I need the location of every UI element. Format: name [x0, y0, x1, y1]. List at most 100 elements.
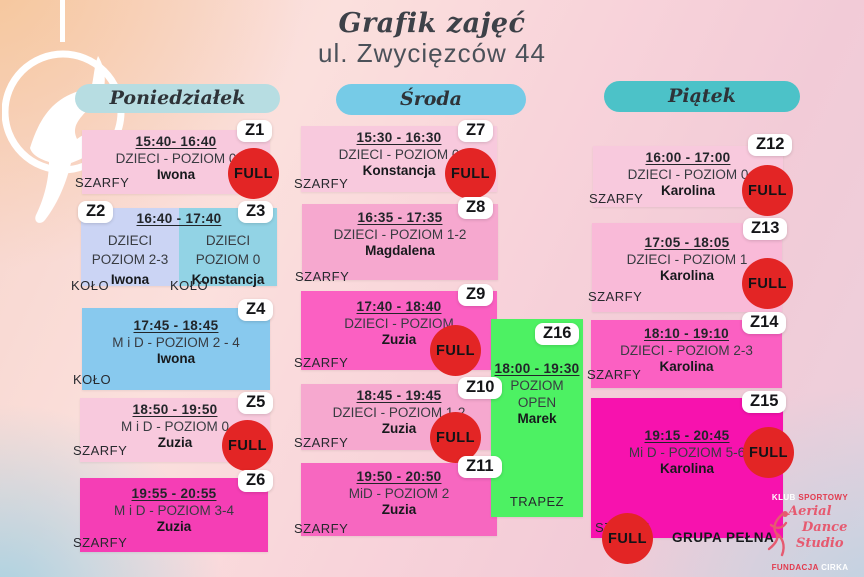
full-badge: FULL [743, 427, 794, 478]
class-level: DZIECI - POZIOM 0 [338, 147, 460, 162]
class-card-z12: Z12 16:00 - 17:00 DZIECI - POZIOM 0 Karo… [589, 134, 793, 216]
foundation-prefix: FUNDACJA [771, 563, 819, 572]
class-time: 19:55 - 20:55 [131, 486, 217, 501]
foundation-suffix: CIRKA [821, 563, 849, 572]
class-card-z9: Z9 17:40 - 18:40 DZIECI - POZIOM Zuzia S… [294, 284, 497, 376]
class-card-z11: Z11 19:50 - 20:50 MiD - POZIOM 2 Zuzia S… [294, 456, 502, 536]
apparatus-label: TRAPEZ [509, 494, 565, 509]
class-card-z16: Z16 18:00 - 19:30 POZIOM OPEN Marek TRAP… [491, 319, 583, 517]
class-time: 18:00 - 19:30 [494, 361, 580, 376]
class-instructor: Karolina [659, 268, 714, 283]
full-badge: FULL [222, 420, 273, 471]
class-card-z5: Z5 18:50 - 19:50 M i D - POZIOM 0 Zuzia … [73, 392, 274, 471]
class-time: 17:40 - 18:40 [356, 299, 442, 314]
class-level: POZIOM 0 [195, 252, 261, 267]
apparatus-label: SZARFY [588, 289, 643, 304]
class-level: DZIECI - POZIOM [344, 316, 454, 331]
class-instructor: Zuzia [157, 435, 193, 450]
class-card-z4: Z4 17:45 - 18:45 M i D - POZIOM 2 - 4 Iw… [73, 299, 274, 390]
class-instructor: Karolina [659, 461, 714, 476]
class-level: DZIECI [107, 233, 153, 248]
legend-full-badge: FULL [602, 513, 653, 564]
class-card-z1: Z1 15:40- 16:40 DZIECI - POZIOM 0 Iwona … [75, 120, 279, 199]
class-id-badge: Z1 [237, 120, 273, 142]
class-instructor: Marek [517, 411, 557, 426]
club-logo: KLUB SPORTOWY Aerial Dance Studio FUNDAC… [762, 493, 858, 573]
brand-word-aerial: Aerial [788, 504, 832, 519]
brand-word-studio: Studio [796, 536, 844, 551]
class-time: 16:35 - 17:35 [357, 210, 443, 225]
class-time: 18:10 - 19:10 [644, 326, 729, 341]
apparatus-label: KOŁO [170, 278, 209, 293]
class-level: DZIECI - POZIOM 0 [115, 151, 237, 166]
logo-dancer-icon [767, 511, 788, 557]
class-time: 15:30 - 16:30 [356, 130, 442, 145]
class-instructor: Magdalena [365, 243, 435, 258]
class-level: M i D - POZIOM 3-4 [113, 503, 234, 518]
class-id-badge: Z9 [458, 284, 494, 306]
class-level: DZIECI [205, 233, 251, 248]
day-header-monday: Poniedziałek [75, 84, 280, 113]
class-left-half: DZIECI POZIOM 2-3 Iwona [81, 231, 179, 289]
class-level: DZIECI - POZIOM 1 [626, 252, 748, 267]
class-instructor: Iwona [110, 272, 150, 287]
class-instructor: Karolina [659, 359, 714, 374]
aerial-hoop-performer-icon [2, 0, 125, 223]
class-right-half: DZIECI POZIOM 0 Konstancja [179, 231, 277, 289]
class-level: M i D - POZIOM 0 [121, 419, 229, 434]
class-instructor: Zuzia [381, 332, 417, 347]
class-instructor: Konstancja [362, 163, 436, 178]
class-time: 16:40 - 17:40 [136, 211, 222, 226]
class-id-badge: Z4 [238, 299, 274, 321]
apparatus-label: SZARFY [589, 191, 644, 206]
class-id-badge: Z10 [458, 377, 503, 399]
class-instructor: Konstancja [191, 272, 265, 287]
club-name-prefix: KLUB [771, 493, 796, 502]
day-header-friday: Piątek [604, 81, 800, 112]
class-id-badge: Z8 [458, 197, 494, 219]
class-level: M i D - POZIOM 2 - 4 [112, 335, 240, 350]
apparatus-label: SZARFY [587, 367, 642, 382]
class-id-badge: Z11 [458, 456, 502, 478]
class-level: DZIECI - POZIOM 2-3 [620, 343, 753, 358]
class-level: DZIECI - POZIOM 1-2 [333, 227, 467, 242]
class-instructor: Zuzia [381, 421, 417, 436]
class-time: 17:45 - 18:45 [133, 318, 219, 333]
full-badge: FULL [742, 258, 793, 309]
class-level: OPEN [517, 395, 557, 410]
class-id-badge: Z13 [743, 218, 788, 240]
class-card-z13: Z13 17:05 - 18:05 DZIECI - POZIOM 1 Karo… [588, 218, 793, 312]
class-instructor: Iwona [156, 351, 196, 366]
full-badge: FULL [228, 148, 279, 199]
brand-word-dance: Dance [802, 520, 848, 535]
class-card-z8: Z8 16:35 - 17:35 DZIECI - POZIOM 1-2 Mag… [295, 197, 498, 284]
class-id-badge: Z2 [78, 201, 114, 223]
class-id-badge: Z5 [238, 392, 274, 414]
class-instructor: Iwona [156, 167, 196, 182]
class-card-z7: Z7 15:30 - 16:30 DZIECI - POZIOM 0 Konst… [294, 120, 497, 199]
apparatus-label: SZARFY [75, 175, 130, 190]
full-badge: FULL [430, 325, 481, 376]
class-time: 15:40- 16:40 [135, 134, 217, 149]
club-name-suffix: SPORTOWY [798, 493, 849, 502]
class-time: 19:50 - 20:50 [356, 469, 442, 484]
class-instructor: Karolina [660, 183, 715, 198]
class-id-badge: Z14 [742, 312, 787, 334]
apparatus-label: SZARFY [73, 535, 128, 550]
class-time: 19:15 - 20:45 [644, 428, 730, 443]
class-id-badge: Z12 [748, 134, 793, 156]
apparatus-label: SZARFY [294, 176, 349, 191]
full-badge: FULL [445, 148, 496, 199]
apparatus-label: SZARFY [294, 435, 349, 450]
class-time: 18:50 - 19:50 [132, 402, 218, 417]
class-card-z6: Z6 19:55 - 20:55 M i D - POZIOM 3-4 Zuzi… [73, 470, 274, 552]
apparatus-label: KOŁO [73, 372, 112, 387]
class-level: DZIECI - POZIOM 1-2 [332, 405, 466, 420]
class-time: 16:00 - 17:00 [645, 150, 731, 165]
class-level: POZIOM 2-3 [91, 252, 169, 267]
class-id-badge: Z16 [535, 323, 580, 345]
apparatus-label: SZARFY [73, 443, 128, 458]
class-time: 18:45 - 19:45 [356, 388, 442, 403]
foundation-line: FUNDACJA CIRKA [762, 563, 858, 573]
